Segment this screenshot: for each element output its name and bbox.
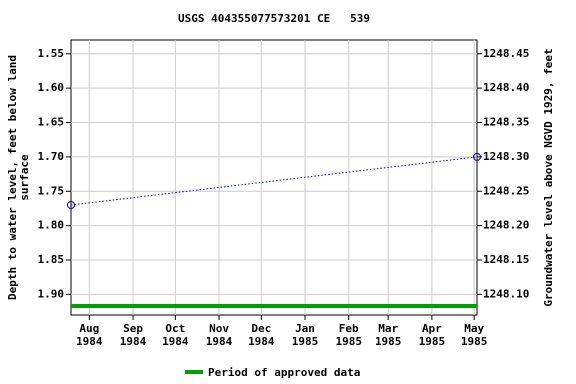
x-tick-label: Feb — [339, 322, 359, 335]
x-tick-label: 1984 — [248, 335, 275, 348]
data-point — [67, 201, 75, 209]
chart-title: USGS 404355077573201 CE 539 — [178, 12, 370, 25]
data-line — [70, 156, 478, 206]
y-tick-label: 1.80 — [38, 219, 65, 232]
y-tick-label: 1.75 — [38, 184, 65, 197]
x-tick-label: Aug — [79, 322, 99, 335]
x-tick-label: 1984 — [162, 335, 189, 348]
x-tick-label: Sep — [123, 322, 143, 335]
y2-tick-label: 1248.40 — [483, 81, 529, 94]
y-axis-label: Depth to water level, feet below land — [6, 55, 19, 300]
x-tick-label: 1984 — [76, 335, 103, 348]
y2-tick-label: 1248.35 — [483, 116, 529, 129]
y-tick-label: 1.55 — [38, 47, 65, 60]
x-tick-label: 1985 — [292, 335, 319, 348]
data-point — [473, 152, 481, 161]
x-tick-label: Oct — [165, 322, 185, 335]
y-tick-label: 1.85 — [38, 253, 65, 266]
x-tick-label: 1985 — [419, 335, 446, 348]
y2-tick-label: 1248.20 — [483, 219, 529, 232]
x-tick-label: 1985 — [375, 335, 402, 348]
y-tick-label: 1.65 — [38, 116, 65, 129]
x-tick-label: Jan — [295, 322, 315, 335]
y2-axis-label: Groundwater level above NGVD 1929, feet — [542, 48, 555, 306]
x-tick-label: May — [464, 322, 484, 335]
y-tick-label: 1.60 — [38, 81, 65, 94]
x-tick-label: 1984 — [120, 335, 147, 348]
y2-tick-label: 1248.15 — [483, 253, 529, 266]
y2-tick-label: 1248.10 — [483, 287, 529, 300]
x-tick-label: Mar — [378, 322, 398, 335]
x-tick-label: Nov — [209, 322, 229, 335]
y-tick-label: 1.70 — [38, 150, 65, 163]
plot-frame — [70, 39, 478, 316]
x-tick-label: 1985 — [461, 335, 488, 348]
legend-label: Period of approved data — [208, 366, 360, 379]
x-tick-label: 1984 — [206, 335, 233, 348]
y2-tick-label: 1248.25 — [483, 184, 529, 197]
x-tick-label: Dec — [251, 322, 271, 335]
y-axis-label: surface — [18, 154, 31, 201]
x-tick-label: 1985 — [335, 335, 362, 348]
y-tick-label: 1.90 — [38, 287, 65, 300]
y2-tick-label: 1248.30 — [483, 150, 529, 163]
y2-tick-label: 1248.45 — [483, 47, 529, 60]
x-tick-label: Apr — [422, 322, 442, 335]
